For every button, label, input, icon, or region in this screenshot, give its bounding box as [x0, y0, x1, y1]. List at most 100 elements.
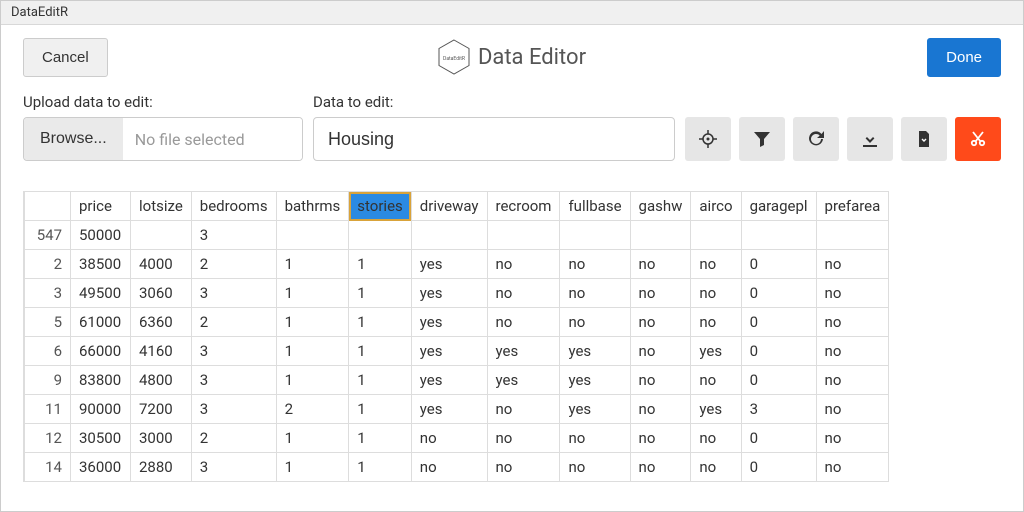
cell[interactable]: yes: [560, 395, 630, 424]
target-button[interactable]: [685, 117, 731, 161]
cell[interactable]: 90000: [71, 395, 131, 424]
cell[interactable]: no: [691, 453, 741, 482]
cell[interactable]: no: [816, 453, 889, 482]
cell[interactable]: 1: [276, 366, 349, 395]
cell[interactable]: 1: [349, 453, 411, 482]
cell[interactable]: 0: [741, 279, 816, 308]
cell[interactable]: 0: [741, 453, 816, 482]
cell[interactable]: [691, 221, 741, 250]
column-header-garagepl[interactable]: garagepl: [741, 192, 816, 221]
column-header-price[interactable]: price: [71, 192, 131, 221]
cell[interactable]: no: [487, 395, 560, 424]
column-header-stories[interactable]: stories: [349, 192, 411, 221]
cell[interactable]: 3: [191, 395, 276, 424]
column-header-prefarea[interactable]: prefarea: [816, 192, 889, 221]
table-row[interactable]: 6660004160311yesyesyesnoyes0no: [25, 337, 889, 366]
column-header-airco[interactable]: airco: [691, 192, 741, 221]
cell[interactable]: 36000: [71, 453, 131, 482]
table-row[interactable]: 9838004800311yesyesyesnono0no: [25, 366, 889, 395]
cell[interactable]: 4800: [131, 366, 192, 395]
cell[interactable]: no: [691, 279, 741, 308]
row-index[interactable]: 11: [25, 395, 71, 424]
cell[interactable]: 2: [191, 308, 276, 337]
row-index[interactable]: 2: [25, 250, 71, 279]
cancel-button[interactable]: Cancel: [23, 38, 108, 77]
cell[interactable]: 1: [276, 424, 349, 453]
corner-cell[interactable]: [25, 192, 71, 221]
table-row[interactable]: 547500003: [25, 221, 889, 250]
cell[interactable]: no: [816, 395, 889, 424]
cell[interactable]: no: [816, 337, 889, 366]
cell[interactable]: 66000: [71, 337, 131, 366]
cell[interactable]: 83800: [71, 366, 131, 395]
column-header-lotsize[interactable]: lotsize: [131, 192, 192, 221]
column-header-bathrms[interactable]: bathrms: [276, 192, 349, 221]
cell[interactable]: no: [487, 250, 560, 279]
cell[interactable]: no: [816, 308, 889, 337]
cell[interactable]: [741, 221, 816, 250]
cell[interactable]: 38500: [71, 250, 131, 279]
table-row[interactable]: 2385004000211yesnononono0no: [25, 250, 889, 279]
cell[interactable]: 1: [349, 366, 411, 395]
cell[interactable]: 1: [349, 424, 411, 453]
cell[interactable]: yes: [411, 308, 487, 337]
table-container[interactable]: pricelotsizebedroomsbathrmsstoriesdrivew…: [23, 191, 1001, 482]
cell[interactable]: 1: [349, 250, 411, 279]
cell[interactable]: 6360: [131, 308, 192, 337]
cell[interactable]: 1: [349, 308, 411, 337]
cell[interactable]: 3: [191, 453, 276, 482]
data-table[interactable]: pricelotsizebedroomsbathrmsstoriesdrivew…: [24, 191, 889, 482]
cell[interactable]: [349, 221, 411, 250]
cell[interactable]: yes: [411, 279, 487, 308]
cell[interactable]: no: [691, 424, 741, 453]
row-index[interactable]: 6: [25, 337, 71, 366]
cell[interactable]: 1: [349, 279, 411, 308]
cell[interactable]: no: [487, 308, 560, 337]
cell[interactable]: no: [816, 424, 889, 453]
cell[interactable]: no: [691, 366, 741, 395]
cell[interactable]: no: [487, 453, 560, 482]
cell[interactable]: no: [630, 308, 691, 337]
cell[interactable]: yes: [560, 366, 630, 395]
cell[interactable]: 50000: [71, 221, 131, 250]
column-header-fullbase[interactable]: fullbase: [560, 192, 630, 221]
cell[interactable]: 0: [741, 308, 816, 337]
cell[interactable]: 7200: [131, 395, 192, 424]
cell[interactable]: no: [816, 279, 889, 308]
cell[interactable]: 1: [276, 250, 349, 279]
cell[interactable]: no: [487, 424, 560, 453]
dataset-input[interactable]: [313, 117, 675, 161]
cell[interactable]: 1: [276, 279, 349, 308]
cell[interactable]: yes: [411, 337, 487, 366]
table-row[interactable]: 3495003060311yesnononono0no: [25, 279, 889, 308]
row-index[interactable]: 5: [25, 308, 71, 337]
cell[interactable]: 3: [741, 395, 816, 424]
cell[interactable]: no: [816, 250, 889, 279]
cell[interactable]: yes: [560, 337, 630, 366]
table-row[interactable]: 11900007200321yesnoyesnoyes3no: [25, 395, 889, 424]
cell[interactable]: 3000: [131, 424, 192, 453]
cut-button[interactable]: [955, 117, 1001, 161]
column-header-driveway[interactable]: driveway: [411, 192, 487, 221]
cell[interactable]: 3: [191, 337, 276, 366]
cell[interactable]: 4160: [131, 337, 192, 366]
filter-button[interactable]: [739, 117, 785, 161]
file-download-button[interactable]: [901, 117, 947, 161]
cell[interactable]: yes: [691, 337, 741, 366]
cell[interactable]: no: [630, 366, 691, 395]
cell[interactable]: 0: [741, 366, 816, 395]
cell[interactable]: [630, 221, 691, 250]
done-button[interactable]: Done: [927, 38, 1001, 77]
table-row[interactable]: 14360002880311nonononono0no: [25, 453, 889, 482]
cell[interactable]: no: [560, 424, 630, 453]
cell[interactable]: no: [691, 250, 741, 279]
cell[interactable]: 1: [276, 453, 349, 482]
cell[interactable]: 0: [741, 250, 816, 279]
cell[interactable]: [560, 221, 630, 250]
cell[interactable]: no: [560, 279, 630, 308]
cell[interactable]: 0: [741, 424, 816, 453]
cell[interactable]: yes: [691, 395, 741, 424]
cell[interactable]: [411, 221, 487, 250]
table-row[interactable]: 5610006360211yesnononono0no: [25, 308, 889, 337]
cell[interactable]: yes: [411, 250, 487, 279]
